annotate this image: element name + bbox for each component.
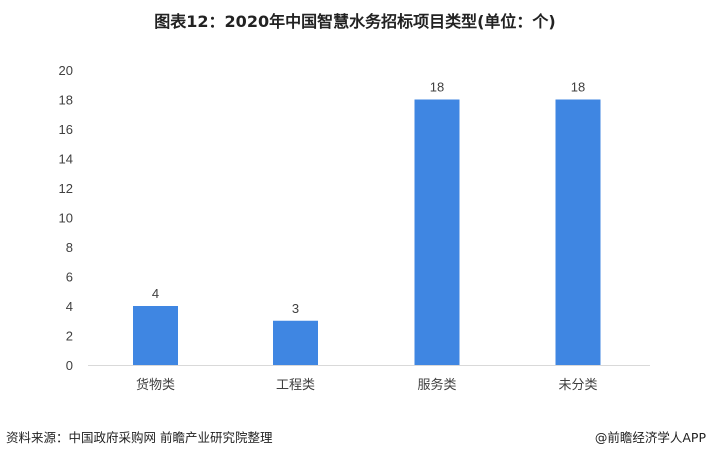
y-tick-label: 18 [59,93,73,108]
y-tick-label: 16 [59,122,73,137]
y-tick-label: 12 [59,181,73,196]
bar-2 [273,320,318,365]
y-tick-label: 10 [59,211,73,226]
y-tick-label: 2 [66,329,73,344]
data-label: 3 [292,301,299,316]
brand-credit: @前瞻经济学人APP [594,430,706,445]
y-tick-label: 6 [66,270,73,285]
bar-1 [133,306,178,365]
source-note: 资料来源：中国政府采购网 前瞻产业研究院整理 [6,430,273,445]
y-tick-label: 20 [59,63,73,78]
y-tick-label: 4 [66,299,73,314]
bar-3 [414,99,460,365]
x-tick-label: 未分类 [558,378,597,393]
chart-title: 图表12：2020年中国智慧水务招标项目类型(单位：个) [154,12,556,31]
x-tick-label: 服务类 [417,377,456,393]
data-label: 4 [152,286,159,301]
data-label: 18 [430,80,444,95]
y-tick-label: 8 [66,240,73,255]
y-tick-label: 14 [59,152,73,167]
bar-4 [555,99,601,365]
x-tick-label: 货物类 [136,377,175,393]
x-tick-label: 工程类 [276,378,315,393]
y-tick-label: 0 [66,358,73,373]
data-label: 18 [571,80,585,95]
